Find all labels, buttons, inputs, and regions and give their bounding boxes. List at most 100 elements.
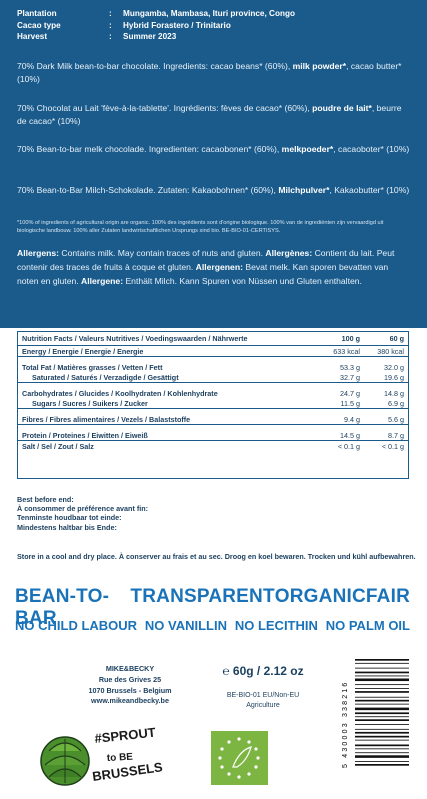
slogan: BEAN-TO-BAR — [15, 586, 110, 629]
ingredients-paragraph: 70% Dark Milk bean-to-bar chocolate. Ing… — [17, 61, 402, 84]
address-line: www.mikeandbecky.be — [91, 696, 169, 706]
nutrition-row: Protein / Proteines / Eiwitten / Eiweiß 1… — [18, 430, 408, 441]
value-60g: 14.8 g — [384, 388, 404, 398]
meta-colon: : — [109, 9, 112, 18]
barcode-bar — [355, 707, 409, 711]
allergen-label: Allergènes: — [265, 248, 313, 258]
sprout-to-be-brussels-logo: #SPROUT to BE BRUSSELS — [40, 725, 164, 786]
nutrient-label: Fibres / Fibres alimentaires / Vezels / … — [18, 414, 320, 425]
origin-info: Plantation: Mungamba, Mambasa, Ituri prov… — [17, 8, 295, 43]
meta-key: Harvest — [17, 32, 48, 41]
ingredients-panel: Plantation: Mungamba, Mambasa, Ituri prov… — [0, 0, 427, 328]
barcode-digits: 5 430003 338216 — [342, 681, 349, 769]
barcode-bar — [355, 667, 409, 669]
barcode-bar — [355, 675, 409, 677]
barcode-bar — [355, 724, 409, 725]
ingredients-paragraph: 70% Bean-to-Bar Milch-Schokolade. Zutate… — [17, 185, 410, 195]
value-100g: 9.4 g — [320, 414, 364, 425]
organic-fineprint: *100% of ingredients of agricultural ori… — [17, 220, 384, 234]
nutrition-row: Fibres / Fibres alimentaires / Vezels / … — [18, 414, 408, 425]
allergen-ingredient: poudre de lait* — [312, 103, 372, 113]
nutrition-row: Sugars / Sucres / Suikers / Zucker 11.5 g… — [18, 398, 408, 409]
bio-certification: BE-BIO-01 EU/Non-EU Agriculture — [208, 691, 318, 711]
value-60g: 8.7 g — [364, 430, 408, 441]
meta-value: Hybrid Forastero / Trinitario — [123, 20, 231, 30]
best-before-line: Tenminste houdbaar tot einde: — [17, 513, 122, 523]
value-60g: 19.6 g — [364, 372, 408, 383]
address-line: MIKE&BECKY — [105, 664, 155, 673]
nutrient-label: Salt / Sel / Zout / Salz — [22, 441, 94, 451]
allergen-label: Allergene: — [81, 275, 124, 286]
value-60g: 5.6 g — [364, 414, 408, 425]
barcode-bar — [355, 712, 409, 715]
slogan: FAIR — [365, 586, 410, 607]
barcode-bar — [355, 678, 409, 682]
claim: NO CHILD LABOUR — [15, 618, 138, 633]
barcode-bar — [355, 748, 409, 750]
ingredients-paragraph: 70% Bean-to-bar melk chocolade. Ingredie… — [17, 144, 410, 154]
allergen-ingredient: milk powder* — [292, 61, 347, 71]
allergen-ingredient: Milchpulver* — [278, 185, 330, 195]
meta-colon: : — [109, 32, 112, 41]
value-100g: 11.5 g — [320, 398, 364, 409]
bio-line: Agriculture — [246, 702, 280, 709]
nutrient-label: Carbohydrates / Glucides / Koolhydraten … — [22, 388, 218, 398]
best-before: Best before end: À consommer de préférenc… — [17, 495, 148, 532]
allergens-text: Allergens: Contains milk. May contain tr… — [17, 248, 395, 286]
slogan: TRANSPARENT — [130, 586, 275, 607]
value-100g: 24.7 g — [340, 388, 360, 398]
barcode-bar — [355, 684, 409, 686]
barcode-bar — [355, 688, 409, 689]
value-60g: 6.9 g — [364, 398, 408, 409]
best-before-line: À consommer de préférence avant fin: — [17, 504, 149, 514]
meta-row: Cacao type: Hybrid Forastero / Trinitario — [17, 20, 295, 32]
value-100g: 14.5 g — [320, 430, 364, 441]
nutrient-label: Protein / Proteines / Eiwitten / Eiweiß — [18, 430, 320, 441]
nutrition-row: Carbohydrates / Glucides / Koolhydraten … — [18, 388, 408, 398]
meta-key: Cacao type — [17, 20, 61, 30]
barcode-bar — [355, 691, 409, 693]
barcode-bar — [355, 744, 409, 747]
meta-value: Summer 2023 — [123, 32, 177, 41]
barcode-bar — [355, 716, 409, 718]
leaf-stars — [218, 737, 260, 779]
barcode-bar — [355, 764, 409, 766]
value-60g: < 0.1 g — [381, 441, 404, 451]
nutrient-label: Saturated / Saturés / Verzadigde / Gesät… — [18, 372, 320, 383]
barcode-bar — [355, 739, 409, 741]
company-address: MIKE&BECKY Rue des Grives 25 1070 Brussels… — [60, 664, 200, 707]
allergen-ingredient: melkpoeder* — [281, 144, 334, 154]
nutrition-row: Salt / Sel / Zout / Salz < 0.1 g < 0.1 g — [18, 441, 408, 452]
value-100g: < 0.1 g — [337, 441, 360, 451]
barcode-bar — [355, 735, 409, 738]
meta-row: Plantation: Mungamba, Mambasa, Ituri prov… — [17, 8, 295, 20]
best-before-line: Mindestens haltbar bis Ende: — [17, 522, 117, 532]
nutrition-header-row: Nutrition Facts / Valeurs Nutritives / V… — [18, 332, 408, 346]
address-line: Rue des Grives 25 — [98, 674, 162, 684]
sprout-line2: to BE — [107, 752, 134, 764]
nutrition-row: Energy / Energie / Energie / Energie 633 … — [18, 345, 408, 357]
sprout-line3: BRUSSELS — [91, 759, 164, 784]
value-100g: 32.7 g — [320, 372, 364, 383]
barcode-bar — [355, 755, 409, 758]
sprout-line1: #SPROUT — [94, 725, 157, 746]
barcode-bar — [355, 761, 409, 762]
meta-row: Harvest: Summer 2023 — [17, 31, 295, 43]
meta-value: Mungamba, Mambasa, Ituri province, Congo — [123, 9, 295, 18]
claim: NO LECITHIN — [234, 618, 318, 633]
slogan: ORGANIC — [274, 586, 366, 607]
barcode-bar — [355, 731, 409, 734]
claim: NO VANILLIN — [144, 618, 227, 633]
nutrition-row: Saturated / Saturés / Verzadigde / Gesät… — [18, 372, 408, 383]
nutrition-header-60g: 60 g — [364, 332, 408, 346]
claims: NO CHILD LABOUR NO VANILLIN NO LECITHIN NO … — [15, 618, 410, 633]
brussels-sprout-icon — [40, 736, 90, 786]
nutrient-label: Sugars / Sucres / Suikers / Zucker — [18, 398, 320, 409]
value-100g: 53.3 g — [340, 362, 360, 372]
value-100g: 633 kcal — [320, 345, 364, 357]
barcode-bar — [355, 752, 409, 754]
eu-organic-leaf-logo — [211, 731, 268, 785]
nutrition-row: Total Fat / Matières grasses / Vetten / … — [18, 362, 408, 372]
value-60g: 32.0 g — [384, 362, 404, 372]
meta-key: Plantation — [17, 9, 57, 18]
